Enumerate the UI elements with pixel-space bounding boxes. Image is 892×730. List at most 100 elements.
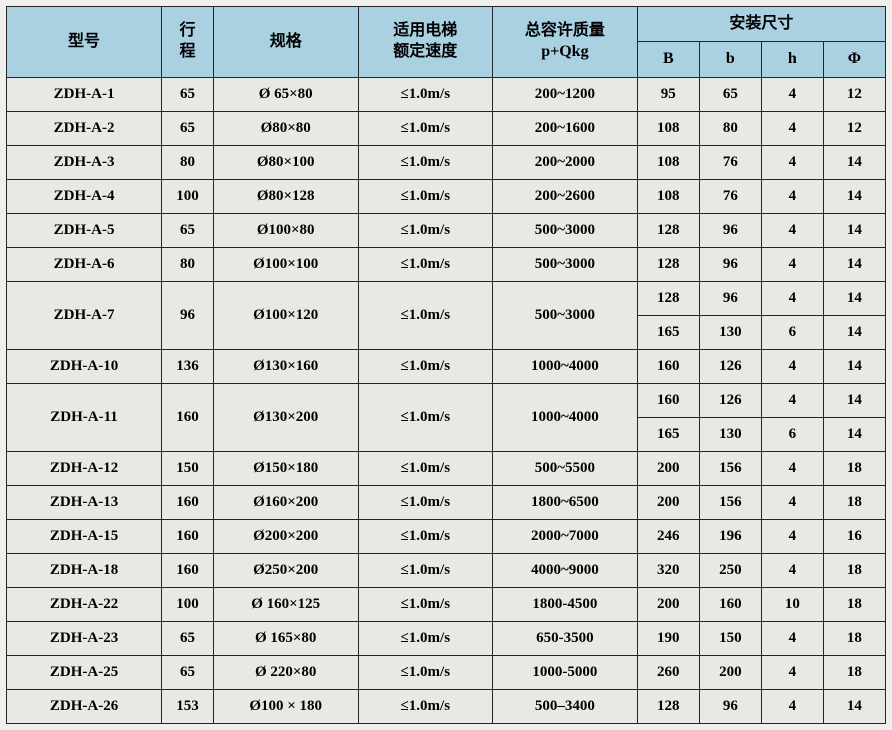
header-speed: 适用电梯额定速度 [358, 7, 492, 78]
cell-dim-h: 4 [761, 519, 823, 553]
cell-spec: Ø160×200 [213, 485, 358, 519]
table-row: ZDH-A-10136Ø130×160≤1.0m/s1000~400016012… [7, 349, 886, 383]
cell-dim-phi: 18 [823, 587, 885, 621]
cell-dim-B: 200 [637, 485, 699, 519]
cell-dim-b: 126 [699, 383, 761, 417]
cell-dim-B: 160 [637, 349, 699, 383]
cell-mass: 500~5500 [493, 451, 638, 485]
cell-dim-h: 4 [761, 179, 823, 213]
cell-dim-phi: 14 [823, 689, 885, 723]
cell-spec: Ø80×128 [213, 179, 358, 213]
cell-speed: ≤1.0m/s [358, 179, 492, 213]
header-dim-b: b [699, 42, 761, 77]
cell-model: ZDH-A-11 [7, 383, 162, 451]
cell-dim-h: 10 [761, 587, 823, 621]
cell-dim-h: 4 [761, 655, 823, 689]
cell-dim-B: 320 [637, 553, 699, 587]
cell-spec: Ø 220×80 [213, 655, 358, 689]
cell-mass: 500–3400 [493, 689, 638, 723]
cell-dim-B: 128 [637, 281, 699, 315]
cell-dim-h: 6 [761, 417, 823, 451]
cell-speed: ≤1.0m/s [358, 485, 492, 519]
cell-spec: Ø 65×80 [213, 77, 358, 111]
header-dim-B: B [637, 42, 699, 77]
table-row: ZDH-A-4100Ø80×128≤1.0m/s200~260010876414 [7, 179, 886, 213]
cell-dim-h: 4 [761, 111, 823, 145]
cell-spec: Ø250×200 [213, 553, 358, 587]
cell-dim-phi: 18 [823, 553, 885, 587]
cell-speed: ≤1.0m/s [358, 689, 492, 723]
cell-stroke: 65 [162, 77, 214, 111]
table-row: ZDH-A-165Ø 65×80≤1.0m/s200~12009565412 [7, 77, 886, 111]
cell-model: ZDH-A-1 [7, 77, 162, 111]
table-row: ZDH-A-22100Ø 160×125≤1.0m/s1800-45002001… [7, 587, 886, 621]
cell-dim-B: 128 [637, 689, 699, 723]
cell-model: ZDH-A-5 [7, 213, 162, 247]
cell-dim-phi: 14 [823, 315, 885, 349]
cell-dim-h: 4 [761, 621, 823, 655]
cell-speed: ≤1.0m/s [358, 383, 492, 451]
cell-dim-h: 4 [761, 213, 823, 247]
cell-dim-h: 4 [761, 383, 823, 417]
cell-dim-b: 65 [699, 77, 761, 111]
cell-dim-phi: 14 [823, 383, 885, 417]
cell-spec: Ø 165×80 [213, 621, 358, 655]
cell-model: ZDH-A-23 [7, 621, 162, 655]
cell-model: ZDH-A-2 [7, 111, 162, 145]
cell-dim-b: 96 [699, 247, 761, 281]
cell-dim-phi: 14 [823, 145, 885, 179]
cell-dim-B: 190 [637, 621, 699, 655]
table-body: ZDH-A-165Ø 65×80≤1.0m/s200~12009565412ZD… [7, 77, 886, 723]
cell-dim-B: 165 [637, 417, 699, 451]
header-stroke: 行程 [162, 7, 214, 78]
cell-dim-B: 128 [637, 213, 699, 247]
cell-dim-b: 156 [699, 451, 761, 485]
cell-mass: 500~3000 [493, 281, 638, 349]
cell-mass: 200~2600 [493, 179, 638, 213]
cell-dim-b: 80 [699, 111, 761, 145]
cell-mass: 500~3000 [493, 247, 638, 281]
cell-dim-phi: 14 [823, 417, 885, 451]
cell-stroke: 153 [162, 689, 214, 723]
cell-dim-b: 196 [699, 519, 761, 553]
cell-dim-b: 130 [699, 315, 761, 349]
header-spec: 规格 [213, 7, 358, 78]
table-row: ZDH-A-18160Ø250×200≤1.0m/s4000~900032025… [7, 553, 886, 587]
cell-spec: Ø150×180 [213, 451, 358, 485]
header-dim-h: h [761, 42, 823, 77]
cell-speed: ≤1.0m/s [358, 655, 492, 689]
table-row: ZDH-A-265Ø80×80≤1.0m/s200~160010880412 [7, 111, 886, 145]
table-row: ZDH-A-2565Ø 220×80≤1.0m/s1000-5000260200… [7, 655, 886, 689]
cell-dim-b: 96 [699, 281, 761, 315]
cell-dim-b: 130 [699, 417, 761, 451]
cell-speed: ≤1.0m/s [358, 349, 492, 383]
cell-dim-phi: 14 [823, 213, 885, 247]
cell-model: ZDH-A-15 [7, 519, 162, 553]
cell-stroke: 160 [162, 553, 214, 587]
cell-dim-b: 150 [699, 621, 761, 655]
cell-dim-h: 4 [761, 77, 823, 111]
cell-mass: 500~3000 [493, 213, 638, 247]
cell-spec: Ø 160×125 [213, 587, 358, 621]
cell-mass: 200~2000 [493, 145, 638, 179]
cell-mass: 1800-4500 [493, 587, 638, 621]
cell-speed: ≤1.0m/s [358, 519, 492, 553]
cell-dim-b: 76 [699, 145, 761, 179]
header-model: 型号 [7, 7, 162, 78]
cell-dim-h: 4 [761, 485, 823, 519]
cell-dim-phi: 18 [823, 451, 885, 485]
cell-mass: 1000-5000 [493, 655, 638, 689]
table-row: ZDH-A-796Ø100×120≤1.0m/s500~300012896414 [7, 281, 886, 315]
cell-mass: 4000~9000 [493, 553, 638, 587]
cell-dim-B: 108 [637, 111, 699, 145]
cell-model: ZDH-A-7 [7, 281, 162, 349]
cell-mass: 1800~6500 [493, 485, 638, 519]
cell-dim-phi: 18 [823, 485, 885, 519]
cell-spec: Ø130×200 [213, 383, 358, 451]
cell-speed: ≤1.0m/s [358, 247, 492, 281]
cell-mass: 200~1600 [493, 111, 638, 145]
cell-stroke: 136 [162, 349, 214, 383]
cell-model: ZDH-A-26 [7, 689, 162, 723]
cell-model: ZDH-A-12 [7, 451, 162, 485]
cell-dim-b: 126 [699, 349, 761, 383]
